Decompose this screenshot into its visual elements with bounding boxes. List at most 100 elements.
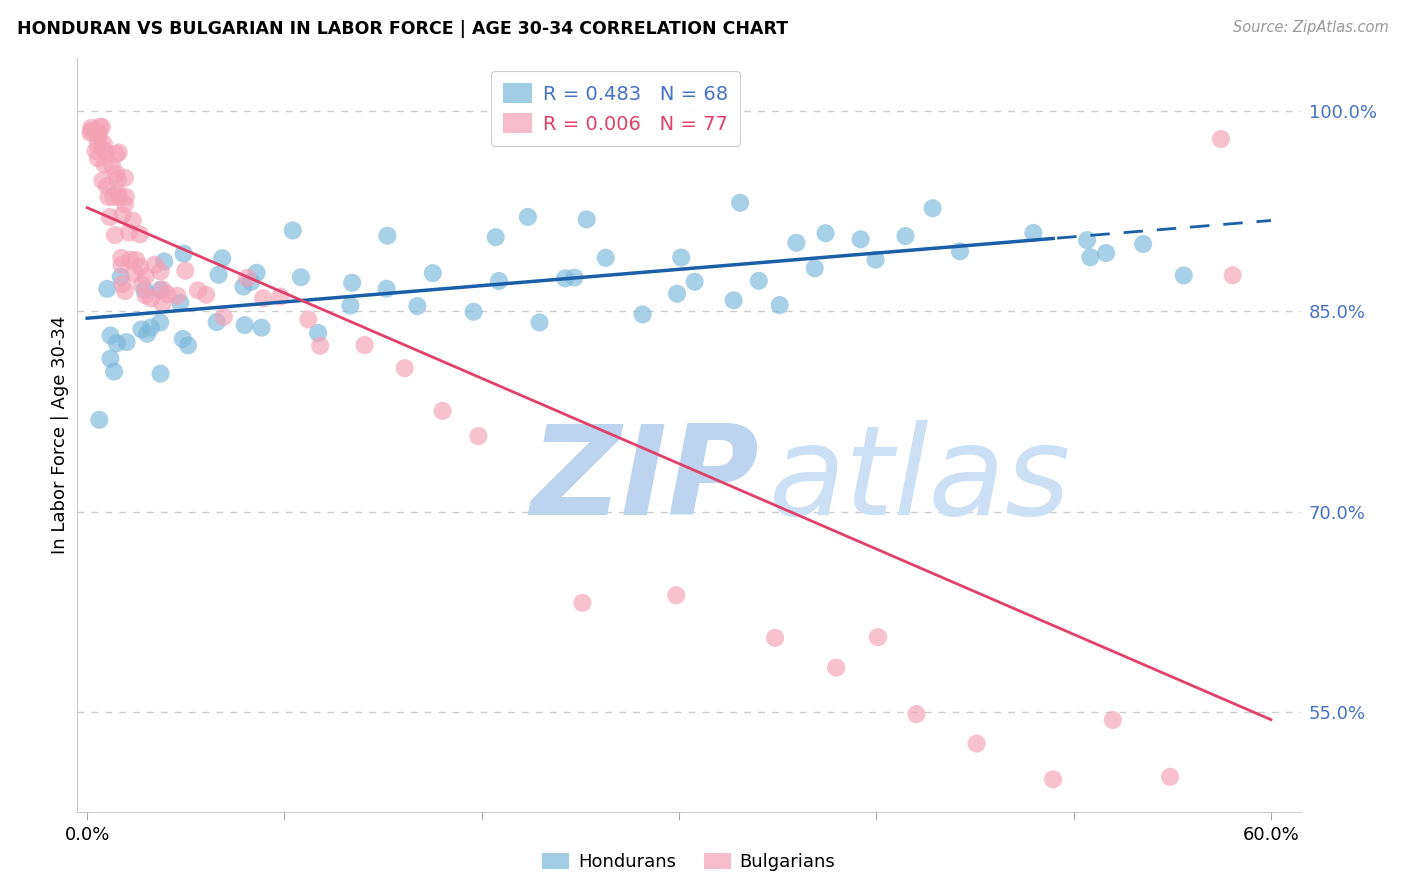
Point bbox=[111, 208, 134, 222]
Point bbox=[195, 288, 218, 302]
Point bbox=[91, 173, 114, 187]
Point bbox=[101, 159, 124, 173]
Point bbox=[93, 157, 115, 171]
Point bbox=[177, 338, 200, 352]
Point bbox=[149, 264, 172, 278]
Point bbox=[131, 322, 153, 336]
Point bbox=[105, 336, 128, 351]
Text: ZIP: ZIP bbox=[530, 419, 759, 541]
Point bbox=[128, 227, 150, 242]
Text: Source: ZipAtlas.com: Source: ZipAtlas.com bbox=[1233, 20, 1389, 35]
Point bbox=[236, 271, 259, 285]
Point bbox=[723, 293, 745, 308]
Point bbox=[849, 232, 872, 246]
Point bbox=[173, 246, 195, 260]
Point bbox=[110, 251, 132, 265]
Point bbox=[125, 253, 148, 268]
Point bbox=[949, 244, 972, 259]
Point bbox=[669, 251, 692, 265]
Point bbox=[1095, 246, 1118, 260]
Point bbox=[172, 332, 194, 346]
Point bbox=[156, 287, 179, 301]
Point bbox=[353, 338, 375, 352]
Point bbox=[595, 251, 617, 265]
Point bbox=[114, 284, 136, 298]
Point bbox=[571, 596, 593, 610]
Point bbox=[139, 320, 162, 334]
Legend: R = 0.483   N = 68, R = 0.006   N = 77: R = 0.483 N = 68, R = 0.006 N = 77 bbox=[491, 71, 740, 145]
Point bbox=[207, 268, 229, 282]
Point bbox=[174, 264, 197, 278]
Point bbox=[1159, 770, 1181, 784]
Point bbox=[516, 210, 538, 224]
Point bbox=[169, 295, 191, 310]
Point bbox=[814, 226, 837, 240]
Point bbox=[105, 147, 128, 161]
Point bbox=[79, 126, 101, 140]
Point bbox=[1173, 268, 1195, 283]
Point bbox=[683, 275, 706, 289]
Point bbox=[114, 170, 136, 185]
Point bbox=[89, 413, 111, 427]
Point bbox=[87, 152, 110, 166]
Point bbox=[966, 737, 988, 751]
Point bbox=[1209, 132, 1232, 146]
Point bbox=[866, 630, 889, 644]
Point bbox=[1132, 236, 1154, 251]
Point bbox=[339, 299, 361, 313]
Point bbox=[87, 129, 110, 144]
Point bbox=[554, 271, 576, 285]
Point bbox=[233, 318, 256, 332]
Point bbox=[269, 289, 291, 303]
Point bbox=[769, 298, 792, 312]
Point bbox=[406, 299, 429, 313]
Point bbox=[87, 126, 110, 140]
Point bbox=[394, 361, 416, 376]
Point bbox=[485, 230, 508, 244]
Point bbox=[84, 144, 107, 158]
Point bbox=[87, 137, 110, 152]
Point bbox=[432, 404, 454, 418]
Point bbox=[115, 334, 138, 349]
Point bbox=[232, 279, 254, 293]
Point bbox=[375, 282, 398, 296]
Point bbox=[153, 254, 176, 268]
Point bbox=[240, 275, 263, 289]
Point bbox=[894, 229, 917, 244]
Point bbox=[149, 283, 172, 297]
Point bbox=[463, 305, 485, 319]
Point bbox=[100, 328, 122, 343]
Point bbox=[139, 291, 162, 305]
Point bbox=[1022, 226, 1045, 240]
Point bbox=[114, 190, 136, 204]
Point bbox=[666, 286, 689, 301]
Point bbox=[131, 277, 153, 292]
Point bbox=[187, 283, 209, 297]
Point bbox=[120, 252, 142, 267]
Point bbox=[307, 326, 329, 340]
Point bbox=[108, 190, 131, 204]
Point bbox=[111, 258, 134, 272]
Point bbox=[89, 120, 111, 134]
Point bbox=[564, 270, 586, 285]
Point bbox=[785, 235, 807, 250]
Point bbox=[152, 282, 174, 296]
Point bbox=[96, 282, 118, 296]
Point bbox=[665, 588, 688, 602]
Point bbox=[905, 706, 928, 721]
Point bbox=[631, 307, 654, 321]
Point bbox=[290, 270, 312, 285]
Point bbox=[297, 312, 319, 326]
Point bbox=[135, 269, 157, 284]
Point bbox=[340, 276, 363, 290]
Point bbox=[488, 274, 510, 288]
Point bbox=[105, 167, 128, 181]
Point bbox=[1042, 772, 1064, 787]
Point bbox=[94, 145, 117, 159]
Point bbox=[211, 252, 233, 266]
Point bbox=[124, 266, 146, 280]
Point bbox=[149, 315, 172, 329]
Point bbox=[121, 213, 143, 227]
Point bbox=[118, 226, 141, 240]
Point bbox=[104, 228, 127, 243]
